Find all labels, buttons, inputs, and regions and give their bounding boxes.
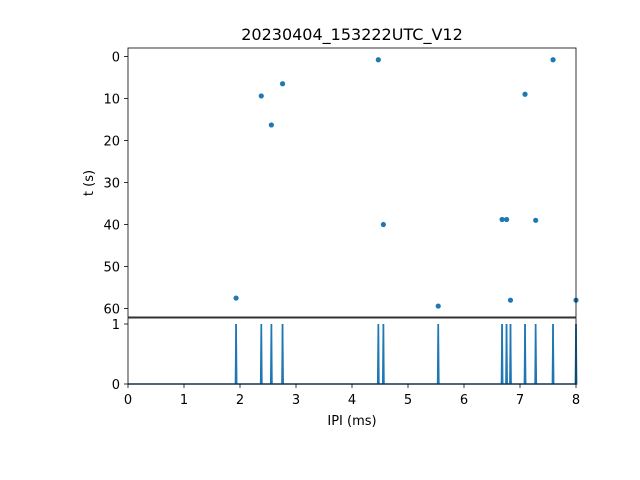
scatter-point xyxy=(375,57,381,63)
scatter-point xyxy=(503,216,510,223)
x-tick-label: 8 xyxy=(572,393,580,408)
y-tick-label: 0 xyxy=(112,50,120,65)
ipi-trace-line xyxy=(128,323,578,385)
y-tick-label: 50 xyxy=(103,261,120,276)
x-tick-label: 4 xyxy=(348,393,356,408)
scatter-point xyxy=(435,303,441,309)
y-tick-label: 60 xyxy=(103,303,120,318)
scatter-point xyxy=(533,217,539,223)
chart-title: 20230404_153222UTC_V12 xyxy=(241,25,463,45)
x-tick-label: 1 xyxy=(180,393,188,408)
scatter-point xyxy=(380,221,386,228)
x-tick-label: 6 xyxy=(460,393,468,408)
scatter-axes-frame xyxy=(127,47,577,318)
ipi-panel: 0 1 0 1 2 3 4 5 6 7 8 xyxy=(112,317,580,408)
scatter-panel: 0 10 20 30 40 50 60 xyxy=(103,47,579,318)
x-tick-label: 0 xyxy=(124,393,132,408)
scatter-point xyxy=(268,122,274,128)
scatter-point xyxy=(499,216,505,223)
y-tick-label: 10 xyxy=(103,92,120,107)
x-tick-label: 5 xyxy=(404,393,412,408)
x-tick-label: 3 xyxy=(292,393,300,408)
scatter-point xyxy=(507,297,514,303)
y-tick-label: 30 xyxy=(103,177,120,192)
scatter-point xyxy=(279,81,286,87)
scatter-point xyxy=(258,93,264,99)
y-tick-label: 20 xyxy=(103,134,120,149)
scatter-point xyxy=(233,295,239,301)
scatter-point xyxy=(550,57,556,63)
ipi-axes-frame xyxy=(127,317,577,385)
y-axis-label: t (s) xyxy=(82,170,97,196)
scatter-point xyxy=(522,91,528,97)
y-tick-label: 40 xyxy=(103,219,120,234)
y-tick-label: 1 xyxy=(112,318,120,333)
x-axis-label: IPI (ms) xyxy=(327,414,376,429)
x-tick-label: 2 xyxy=(236,393,244,408)
x-tick-label: 7 xyxy=(516,393,524,408)
y-tick-label: 0 xyxy=(112,378,120,393)
